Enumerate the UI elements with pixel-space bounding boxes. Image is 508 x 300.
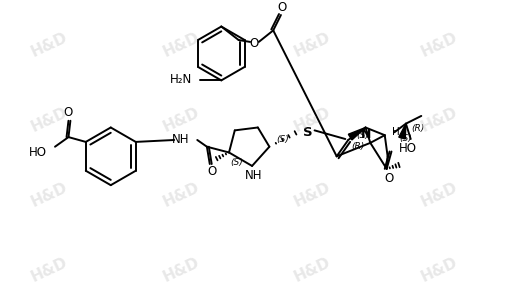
Text: H&D: H&D — [28, 105, 70, 135]
Text: O: O — [64, 106, 73, 118]
Text: HO: HO — [29, 146, 47, 159]
Text: H₂N: H₂N — [170, 73, 193, 86]
Text: H&D: H&D — [28, 30, 70, 60]
Text: HO: HO — [399, 142, 417, 155]
Text: (S): (S) — [276, 134, 289, 143]
Text: NH: NH — [245, 169, 263, 182]
Text: N: N — [361, 128, 372, 141]
Text: O: O — [384, 172, 393, 185]
Text: H&D: H&D — [292, 105, 333, 135]
Text: H&D: H&D — [160, 180, 201, 210]
Text: H&D: H&D — [160, 255, 201, 285]
Text: H&D: H&D — [28, 255, 70, 285]
Text: H&D: H&D — [160, 30, 201, 60]
Polygon shape — [348, 128, 366, 140]
Text: S: S — [303, 126, 312, 139]
Text: (S): (S) — [230, 158, 243, 166]
Text: (S): (S) — [356, 131, 369, 140]
Text: H&D: H&D — [419, 30, 460, 60]
Text: (S): (S) — [399, 134, 412, 142]
Text: H&D: H&D — [28, 180, 70, 210]
Text: NH: NH — [172, 133, 189, 146]
Text: O: O — [277, 1, 287, 14]
Text: H&D: H&D — [292, 255, 333, 285]
Text: H&D: H&D — [292, 30, 333, 60]
Text: H&D: H&D — [419, 255, 460, 285]
Text: H&D: H&D — [419, 105, 460, 135]
Text: H&D: H&D — [160, 105, 201, 135]
Text: (R): (R) — [411, 124, 424, 133]
Text: O: O — [249, 37, 259, 50]
Text: H&D: H&D — [292, 180, 333, 210]
Text: H&D: H&D — [419, 180, 460, 210]
Text: H: H — [392, 127, 400, 137]
Text: (R): (R) — [351, 142, 364, 151]
Polygon shape — [399, 124, 406, 139]
Text: O: O — [207, 165, 216, 178]
